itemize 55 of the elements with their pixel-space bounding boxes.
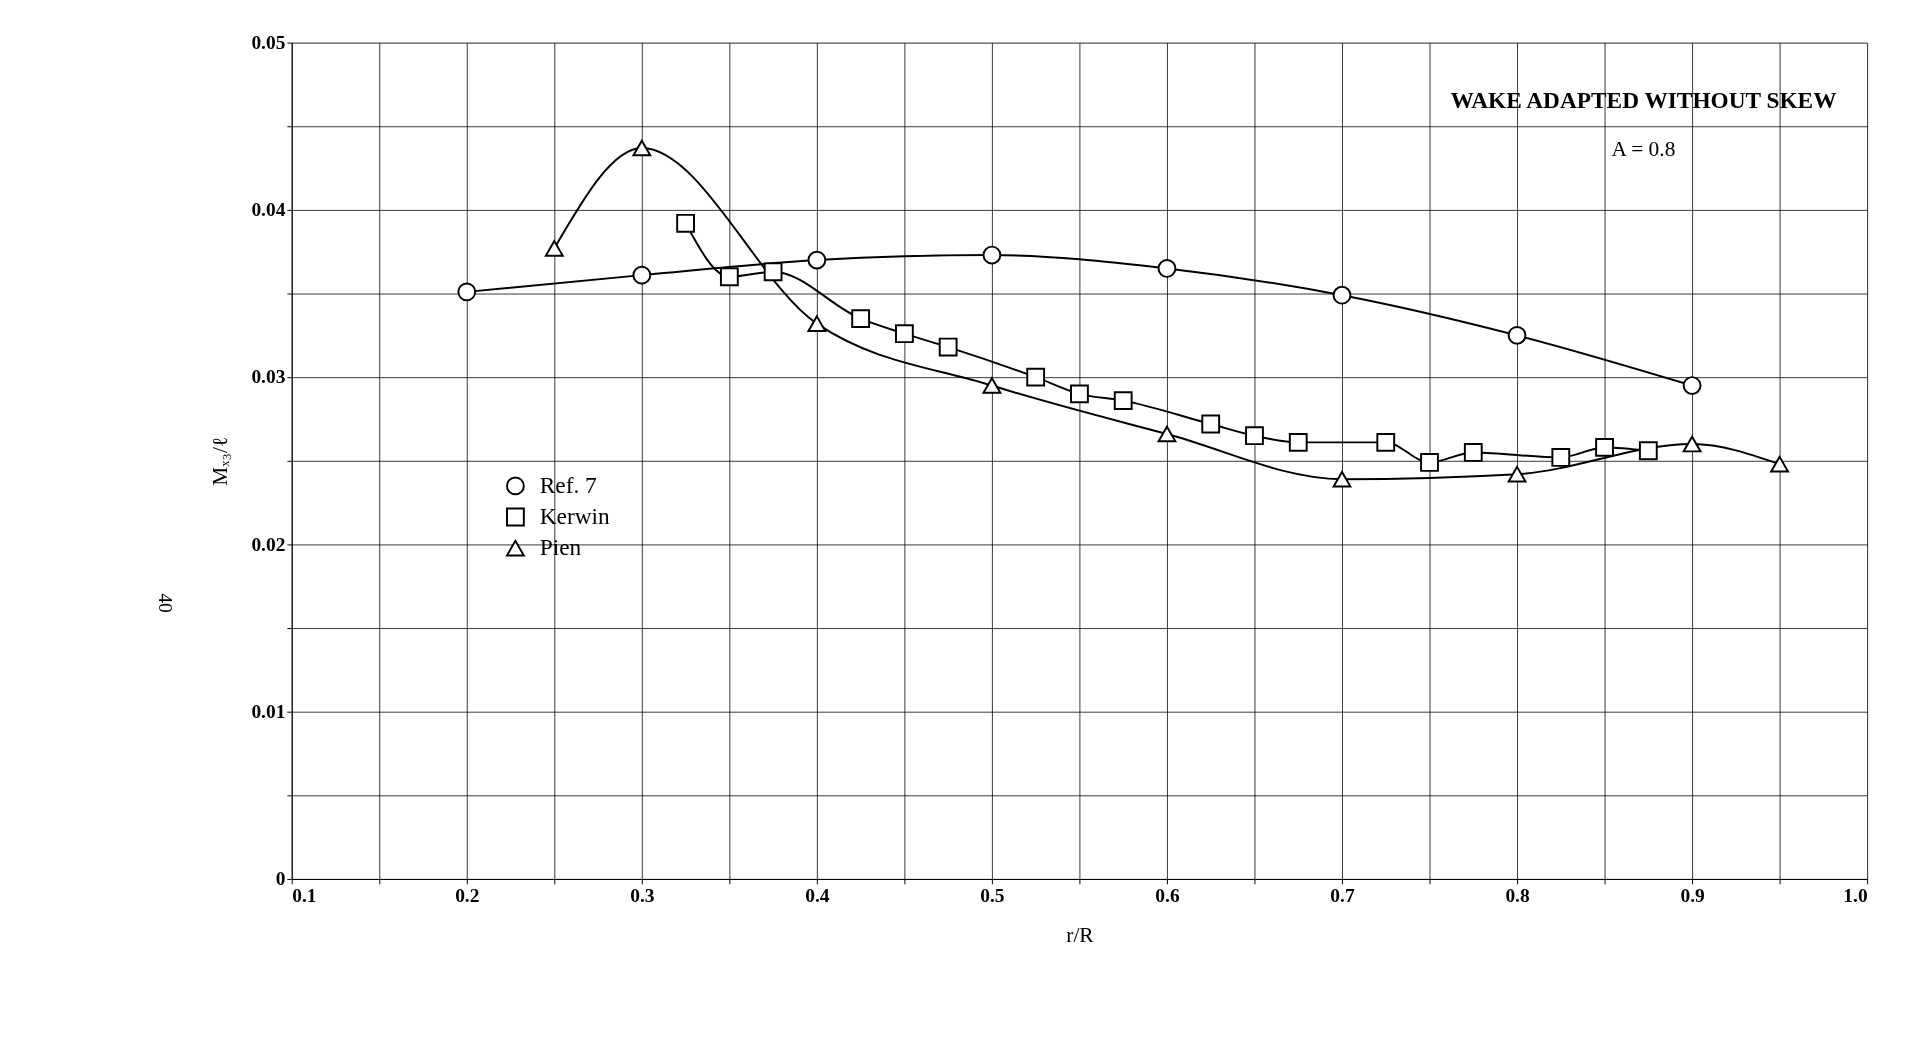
point [807, 250, 827, 270]
point [1770, 455, 1789, 473]
y-tick-label: 0 [275, 868, 286, 890]
point [457, 282, 477, 302]
point [1507, 325, 1527, 345]
point [544, 240, 564, 257]
point [632, 265, 652, 285]
point [763, 262, 783, 282]
x-tick-label: 1.0 [1843, 884, 1868, 906]
point [938, 337, 958, 357]
point [1638, 441, 1658, 461]
point [1332, 470, 1352, 488]
point [1157, 259, 1177, 278]
x-tick-label: 0.8 [1505, 884, 1530, 906]
point [1463, 443, 1483, 462]
point [1507, 465, 1527, 483]
point [1157, 425, 1177, 443]
point [982, 245, 1002, 265]
point [1420, 453, 1439, 472]
point [1113, 391, 1133, 410]
point [895, 324, 914, 344]
x-tick-label: 0.3 [630, 884, 655, 906]
text: 40 [155, 593, 177, 613]
point [1682, 376, 1702, 395]
point [1332, 285, 1352, 305]
point [1682, 435, 1702, 453]
x-tick-label: 0.2 [455, 884, 480, 906]
point [1026, 367, 1046, 387]
point [676, 213, 695, 233]
x-axis-title: r/R [1066, 922, 1095, 947]
point [1595, 438, 1614, 457]
x-tick-label: 0.6 [1155, 884, 1180, 906]
y-axis-title: Mₓ₃/ℓ [208, 436, 233, 486]
point [1376, 433, 1396, 452]
y-tick-label: 0.01 [251, 701, 286, 723]
x-tick-label: 0.4 [805, 884, 830, 906]
point [1245, 426, 1264, 446]
y-tick-label: 0.02 [251, 533, 286, 555]
y-tick-label: 0.03 [251, 366, 286, 388]
point [1288, 433, 1308, 452]
y-tick-label: 0.05 [251, 31, 286, 53]
point [632, 139, 652, 157]
x-tick-label: 0.7 [1330, 884, 1355, 906]
x-tick-label: 0.1 [292, 884, 317, 906]
point [982, 377, 1002, 394]
point [1070, 384, 1089, 404]
y-tick-label: 0.04 [251, 199, 286, 221]
point [1201, 414, 1221, 434]
x-tick-label: 0.9 [1680, 884, 1705, 906]
point [807, 315, 827, 332]
x-tick-label: 0.5 [980, 884, 1005, 906]
point [851, 309, 871, 329]
point [719, 267, 739, 287]
point [1551, 448, 1571, 467]
text: A = 0.8 [1611, 137, 1676, 162]
